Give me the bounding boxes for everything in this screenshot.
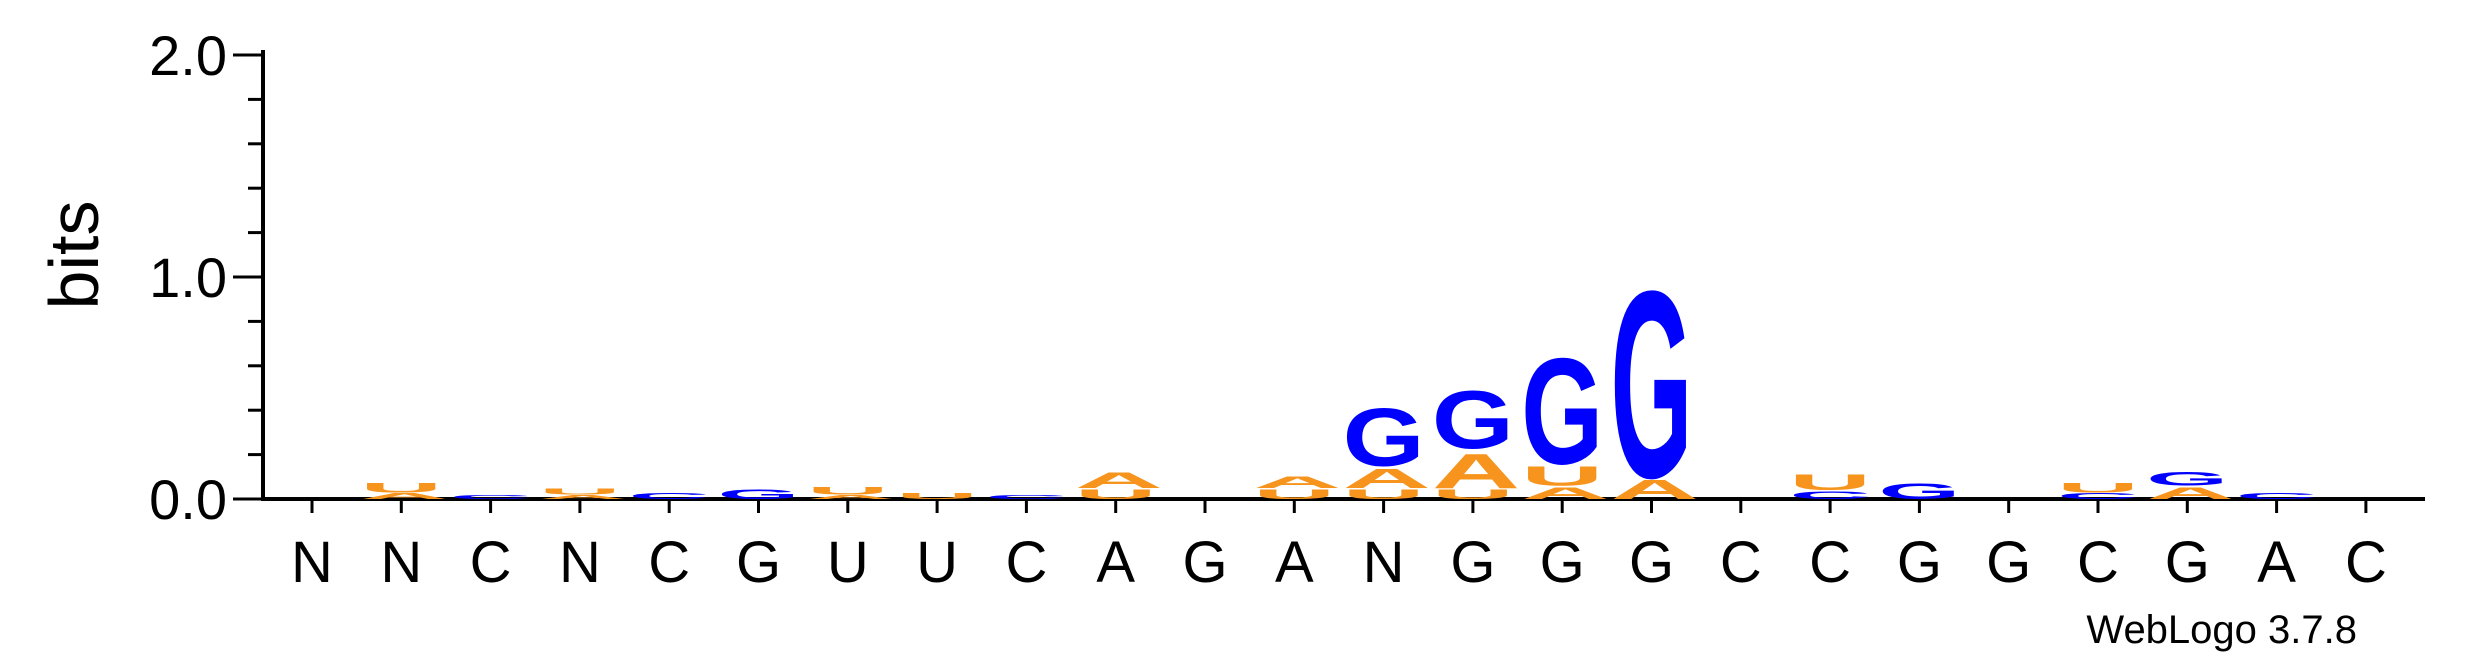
logo-letter-U: U (360, 480, 442, 495)
logo-letter-G: G (718, 487, 800, 502)
weblogo-credit: WebLogo 3.7.8 (2086, 608, 2357, 652)
x-tick-label: G (1450, 530, 1495, 595)
logo-letter-G: G (2146, 468, 2228, 490)
logo-letter-G: G (1521, 327, 1603, 496)
logo-letter-U: U (1521, 461, 1603, 492)
logo-letter-A: A (1432, 443, 1520, 499)
logo-letter-C: C (450, 494, 532, 500)
logo-letter-C: C (628, 492, 710, 501)
logo-letter-A: A (1611, 474, 1699, 505)
logo-letter-U: U (539, 487, 621, 496)
logo-letter-U: U (1253, 487, 1335, 502)
x-tick-label: A (1275, 530, 1314, 595)
logo-letter-C: C (2057, 492, 2139, 501)
logo-letter-U: U (1343, 487, 1425, 502)
logo-letter-A: A (539, 494, 627, 500)
logo-letter-A: A (1343, 463, 1431, 494)
logo-letter-U: U (896, 492, 978, 501)
x-tick-label: C (1005, 530, 1047, 595)
x-tick-label: G (2165, 530, 2210, 595)
logo-letter-A: A (1253, 473, 1341, 492)
logo-letter-G: G (1432, 374, 1514, 466)
x-tick-label: G (1540, 530, 1585, 595)
y-axis-label: bits (35, 201, 113, 310)
x-tick-label: G (1182, 530, 1227, 595)
x-tick-label: C (648, 530, 690, 595)
logo-letter-A: A (1521, 484, 1609, 503)
x-tick-label: G (1986, 530, 2031, 595)
x-tick-label: C (2345, 530, 2387, 595)
logo-letter-C: C (2236, 492, 2318, 501)
y-tick-label: 2.0 (149, 24, 227, 87)
x-tick-label: N (559, 530, 601, 595)
logo-letter-A: A (1075, 468, 1163, 493)
logo-letter-U: U (1789, 470, 1871, 495)
logo-letter-U: U (1432, 487, 1514, 502)
logo-letter-U: U (1075, 487, 1157, 502)
x-tick-label: C (1720, 530, 1762, 595)
logo-letter-A: A (2146, 484, 2234, 503)
logo-letter-G: G (1343, 392, 1425, 484)
x-tick-label: U (916, 530, 958, 595)
x-tick-label: G (736, 530, 781, 595)
x-tick-label: N (291, 530, 333, 595)
logo-letter-G: G (1611, 236, 1693, 535)
x-tick-label: C (1809, 530, 1851, 595)
x-tick-label: G (1897, 530, 1942, 595)
logo-letter-U: U (807, 485, 889, 497)
x-tick-label: A (1096, 530, 1135, 595)
x-tick-label: N (380, 530, 422, 595)
logo-letter-U: U (2057, 480, 2139, 495)
x-tick-label: C (2077, 530, 2119, 595)
logo-letter-C: C (1789, 489, 1871, 501)
x-tick-label: A (2257, 530, 2296, 595)
logo-letter-A: A (360, 492, 448, 501)
y-tick-label: 1.0 (149, 246, 227, 309)
logo-letter-C: C (985, 494, 1067, 500)
y-tick-label: 0.0 (149, 468, 227, 531)
x-tick-label: C (470, 530, 512, 595)
x-tick-label: G (1629, 530, 1674, 595)
x-tick-label: N (1363, 530, 1405, 595)
y-axis-ticks: 0.0 1.0 2.0 (149, 24, 263, 531)
x-tick-label: U (827, 530, 869, 595)
logo-letter-A: A (807, 494, 895, 500)
